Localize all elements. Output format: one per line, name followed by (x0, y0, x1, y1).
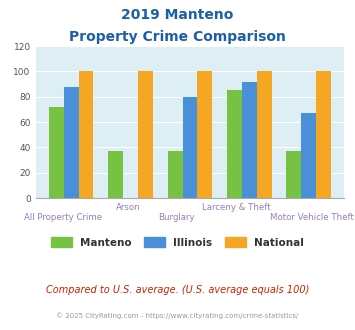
Bar (301, 113, 316, 198)
Text: Compared to U.S. average. (U.S. average equals 100): Compared to U.S. average. (U.S. average … (46, 285, 309, 295)
Legend: Manteno, Illinois, National: Manteno, Illinois, National (47, 233, 308, 252)
Text: Larceny & Theft: Larceny & Theft (202, 203, 271, 212)
Bar (227, 90, 242, 198)
Text: © 2025 CityRating.com - https://www.cityrating.com/crime-statistics/: © 2025 CityRating.com - https://www.city… (56, 312, 299, 318)
Text: 2019 Manteno: 2019 Manteno (121, 8, 234, 22)
Bar (286, 151, 301, 198)
Text: Motor Vehicle Theft: Motor Vehicle Theft (270, 213, 354, 222)
Bar (257, 72, 272, 198)
Bar (78, 72, 93, 198)
Bar (49, 107, 64, 198)
Bar (316, 72, 331, 198)
Text: Burglary: Burglary (158, 213, 194, 222)
Text: Property Crime Comparison: Property Crime Comparison (69, 30, 286, 44)
Bar (64, 87, 78, 198)
Text: All Property Crime: All Property Crime (24, 213, 102, 222)
Bar (242, 82, 257, 198)
Bar (182, 97, 197, 198)
Bar (138, 72, 153, 198)
Bar (197, 72, 212, 198)
Bar (168, 151, 182, 198)
Bar (108, 151, 123, 198)
Text: Arson: Arson (116, 203, 141, 212)
